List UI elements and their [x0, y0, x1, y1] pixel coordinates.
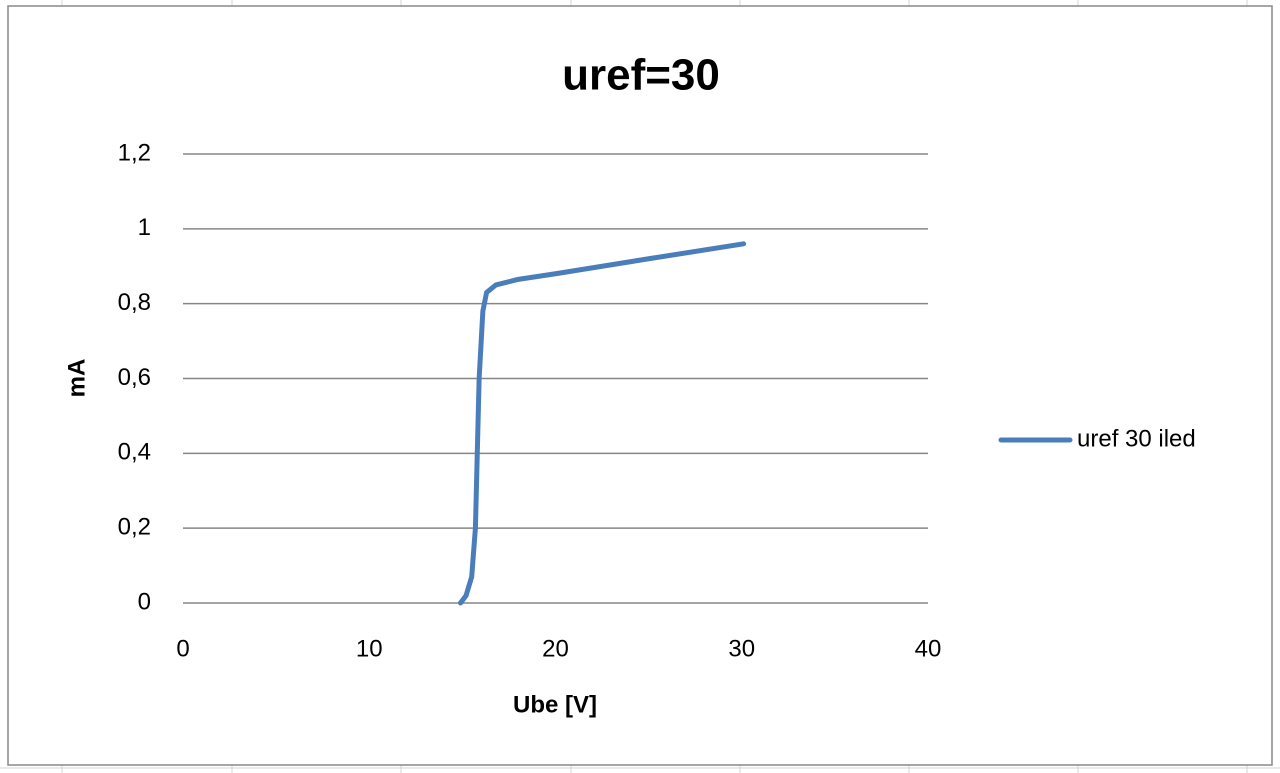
y-tick-label: 1,2: [118, 139, 151, 166]
x-tick-label: 10: [356, 635, 383, 662]
y-tick-label: 0,6: [118, 364, 151, 391]
y-tick-label: 1: [138, 214, 151, 241]
x-tick-label: 20: [542, 635, 569, 662]
x-tick-label: 0: [176, 635, 189, 662]
y-tick-label: 0,8: [118, 289, 151, 316]
x-tick-label: 40: [915, 635, 942, 662]
y-tick-label: 0,2: [118, 514, 151, 541]
x-axis-title: Ube [V]: [513, 691, 597, 718]
chart-title: uref=30: [562, 51, 720, 100]
x-tick-label: 30: [728, 635, 755, 662]
chart-area: [7, 5, 1273, 766]
y-axis-title: mA: [63, 359, 90, 398]
y-tick-label: 0,4: [118, 439, 151, 466]
data-line: [458, 241, 747, 606]
legend-label: uref 30 iled: [1077, 425, 1196, 452]
y-tick-label: 0: [138, 588, 151, 615]
